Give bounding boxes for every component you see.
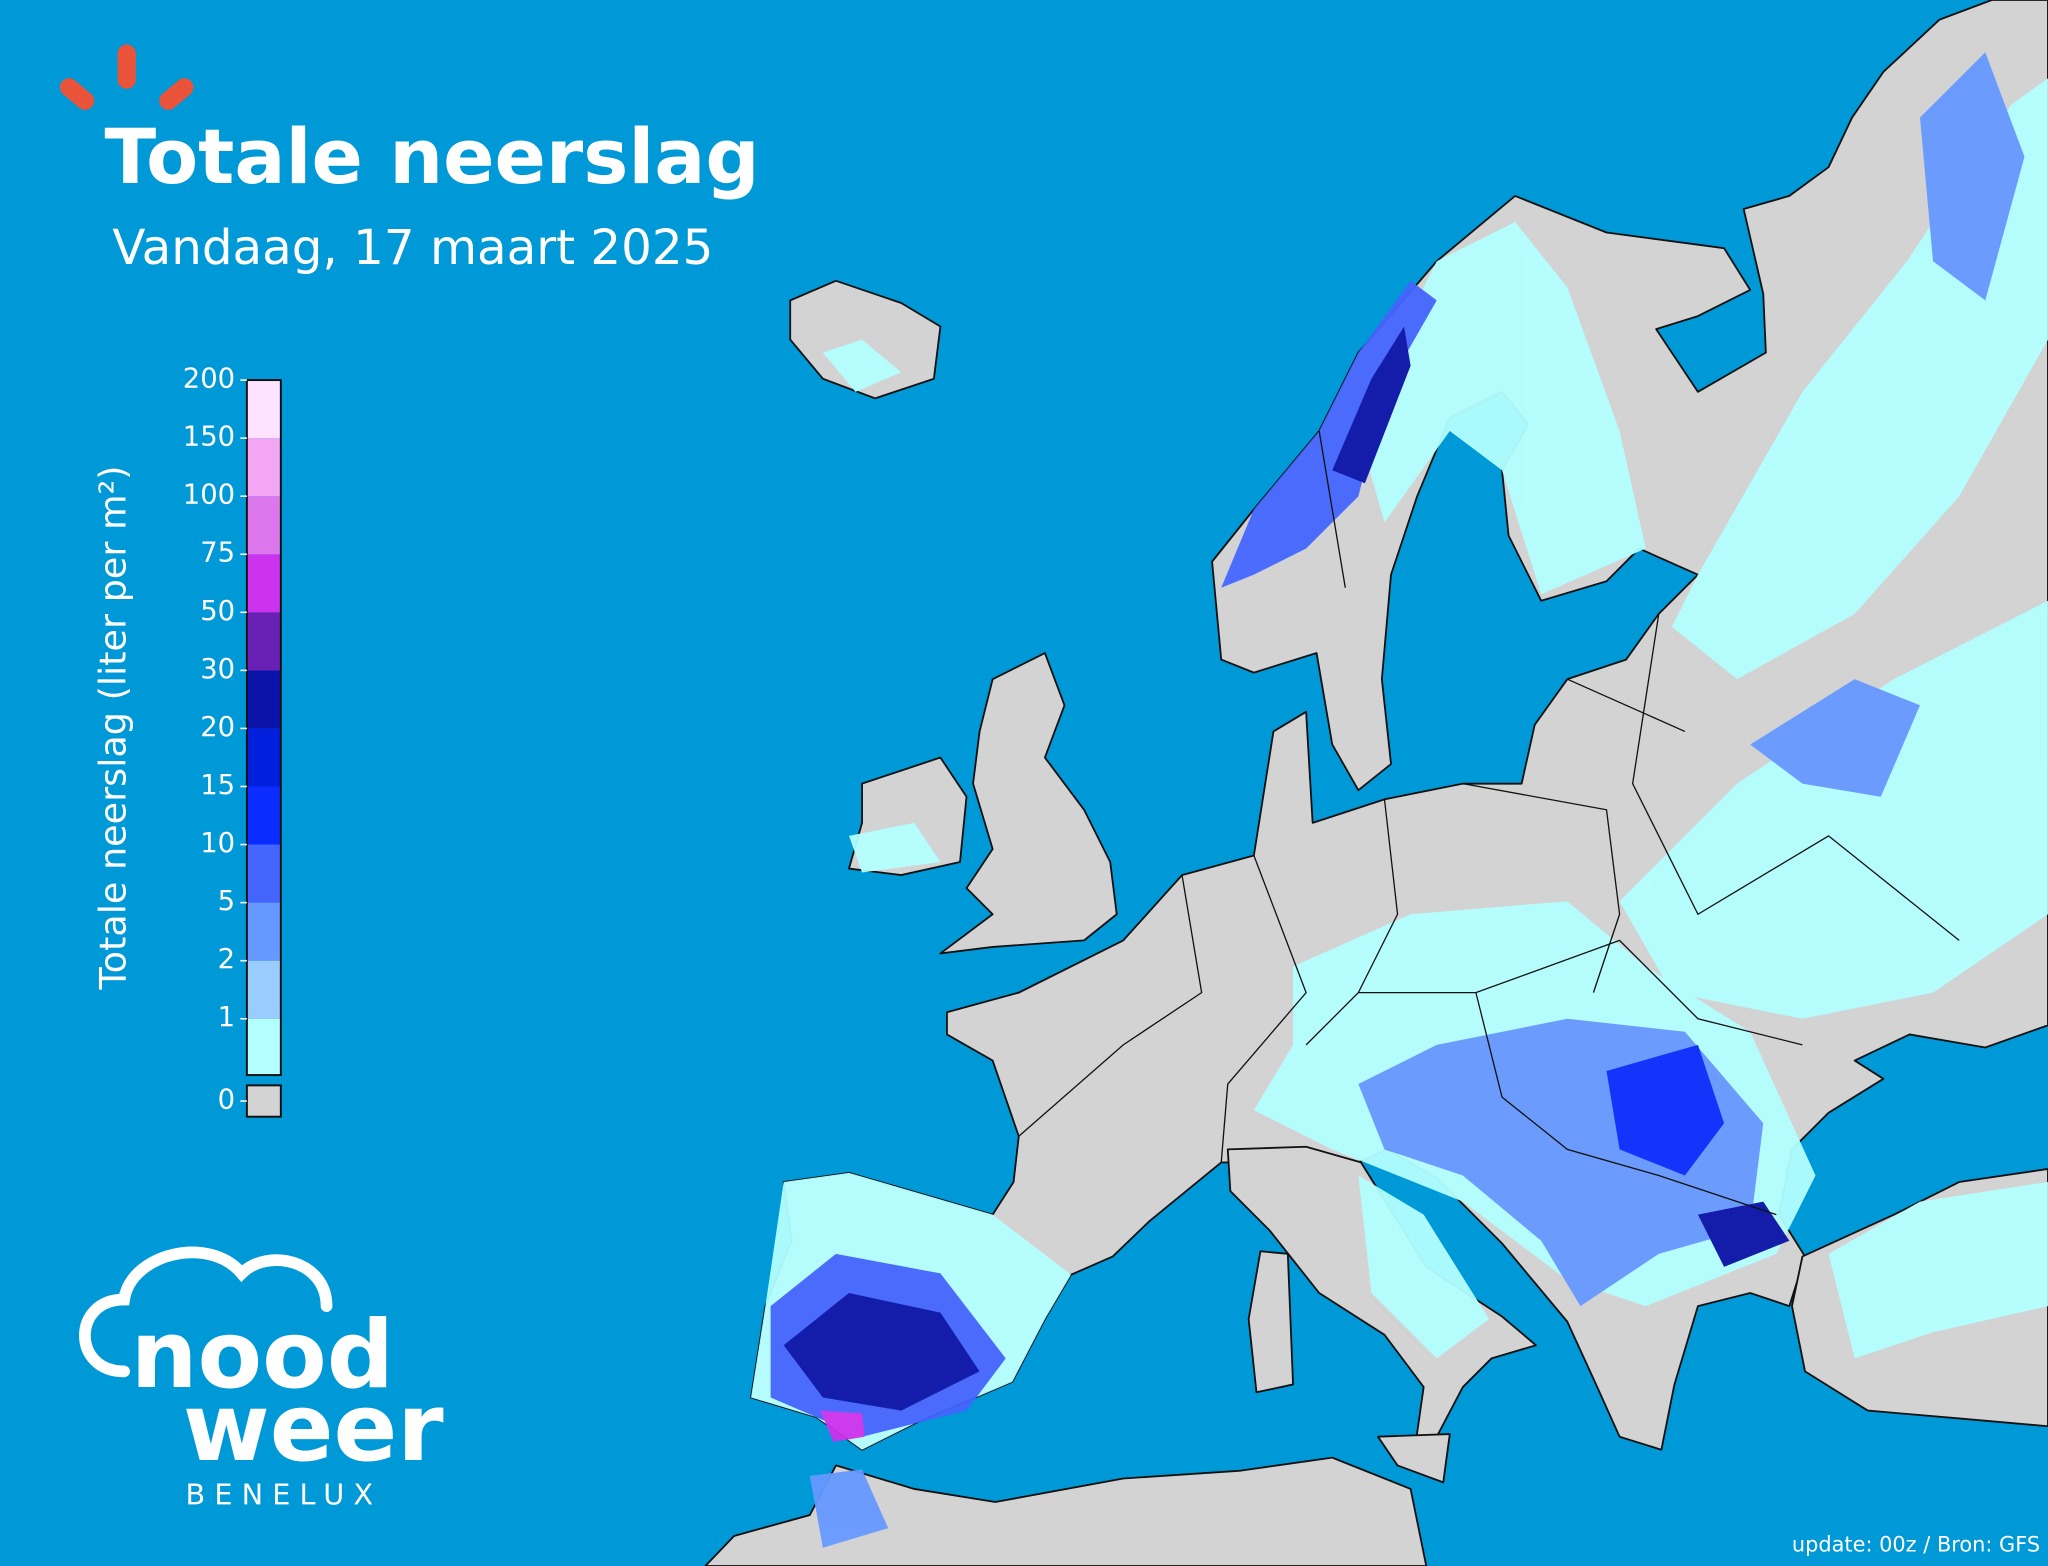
color-swatch bbox=[246, 612, 281, 671]
tick-label: 0 bbox=[218, 1085, 235, 1116]
sardinia-corsica bbox=[1247, 1250, 1294, 1394]
sicily bbox=[1377, 1433, 1451, 1484]
footer-source: update: 00z / Bron: GFS bbox=[1792, 1533, 2040, 1557]
color-swatch bbox=[246, 960, 281, 1019]
tick-label: 75 bbox=[200, 538, 235, 569]
brand-dash bbox=[59, 78, 95, 110]
logo-cloud bbox=[79, 1246, 333, 1378]
country-border bbox=[1018, 430, 1960, 1216]
zero-swatch bbox=[245, 1084, 282, 1118]
tick-label: 10 bbox=[200, 828, 235, 859]
precipitation bbox=[751, 52, 2048, 1548]
tick-label: 50 bbox=[200, 596, 235, 627]
subtitle: Vandaag, 17 maart 2025 bbox=[112, 220, 713, 276]
brand-mark bbox=[59, 44, 194, 110]
color-swatch bbox=[246, 1018, 281, 1076]
rain-area bbox=[1221, 280, 1437, 588]
color-swatch bbox=[246, 902, 281, 961]
logo-line1: nood bbox=[131, 1301, 394, 1410]
rain-area bbox=[1332, 326, 1411, 484]
tick-label: 5 bbox=[218, 886, 235, 917]
color-swatch bbox=[246, 438, 281, 497]
iceland bbox=[789, 279, 942, 400]
rain-area bbox=[820, 1410, 865, 1442]
rain-area bbox=[822, 339, 902, 392]
rain-area bbox=[1619, 600, 2048, 1019]
tick-label: 1 bbox=[218, 1002, 235, 1033]
logo-tagline: BENELUX bbox=[185, 1478, 382, 1512]
brand-dash bbox=[159, 78, 194, 110]
legend: 1 2 5 10 15 20 30 50 75 100 150 200 0 bbox=[183, 364, 282, 1118]
color-swatch bbox=[246, 844, 281, 903]
color-swatch bbox=[246, 728, 281, 787]
rain-area bbox=[1750, 679, 1920, 797]
tick-label: 20 bbox=[200, 712, 235, 743]
great-britain bbox=[939, 652, 1118, 955]
rain-area bbox=[1697, 1201, 1790, 1267]
logo: nood weer BENELUX bbox=[79, 1246, 444, 1512]
rain-area bbox=[1606, 1044, 1725, 1176]
tick-label: 2 bbox=[218, 944, 235, 975]
tick-label: 150 bbox=[183, 422, 235, 453]
tick-label: 200 bbox=[183, 364, 235, 395]
color-swatch bbox=[246, 380, 281, 439]
title: Totale neerslag bbox=[105, 113, 760, 201]
legend-label: Totale neerslag (liter per m²) bbox=[91, 465, 134, 990]
rain-area bbox=[1828, 1182, 2048, 1359]
north-africa bbox=[704, 1456, 1428, 1566]
logo-line2: weer bbox=[183, 1374, 444, 1483]
color-swatch bbox=[246, 554, 281, 613]
tick-label: 30 bbox=[200, 654, 235, 685]
tick-label: 100 bbox=[183, 480, 235, 511]
rain-area bbox=[809, 1469, 889, 1548]
color-swatch bbox=[246, 496, 281, 555]
brand-dash bbox=[117, 44, 136, 89]
rain-area bbox=[848, 822, 941, 873]
rain-area bbox=[783, 1293, 980, 1411]
rain-area bbox=[1358, 222, 1646, 595]
color-swatch bbox=[246, 786, 281, 845]
borders bbox=[1018, 430, 1960, 1216]
tick-label: 15 bbox=[200, 770, 235, 801]
rain-area bbox=[1919, 52, 2025, 301]
color-swatch bbox=[246, 670, 281, 729]
color-bar-frame bbox=[245, 379, 282, 1077]
